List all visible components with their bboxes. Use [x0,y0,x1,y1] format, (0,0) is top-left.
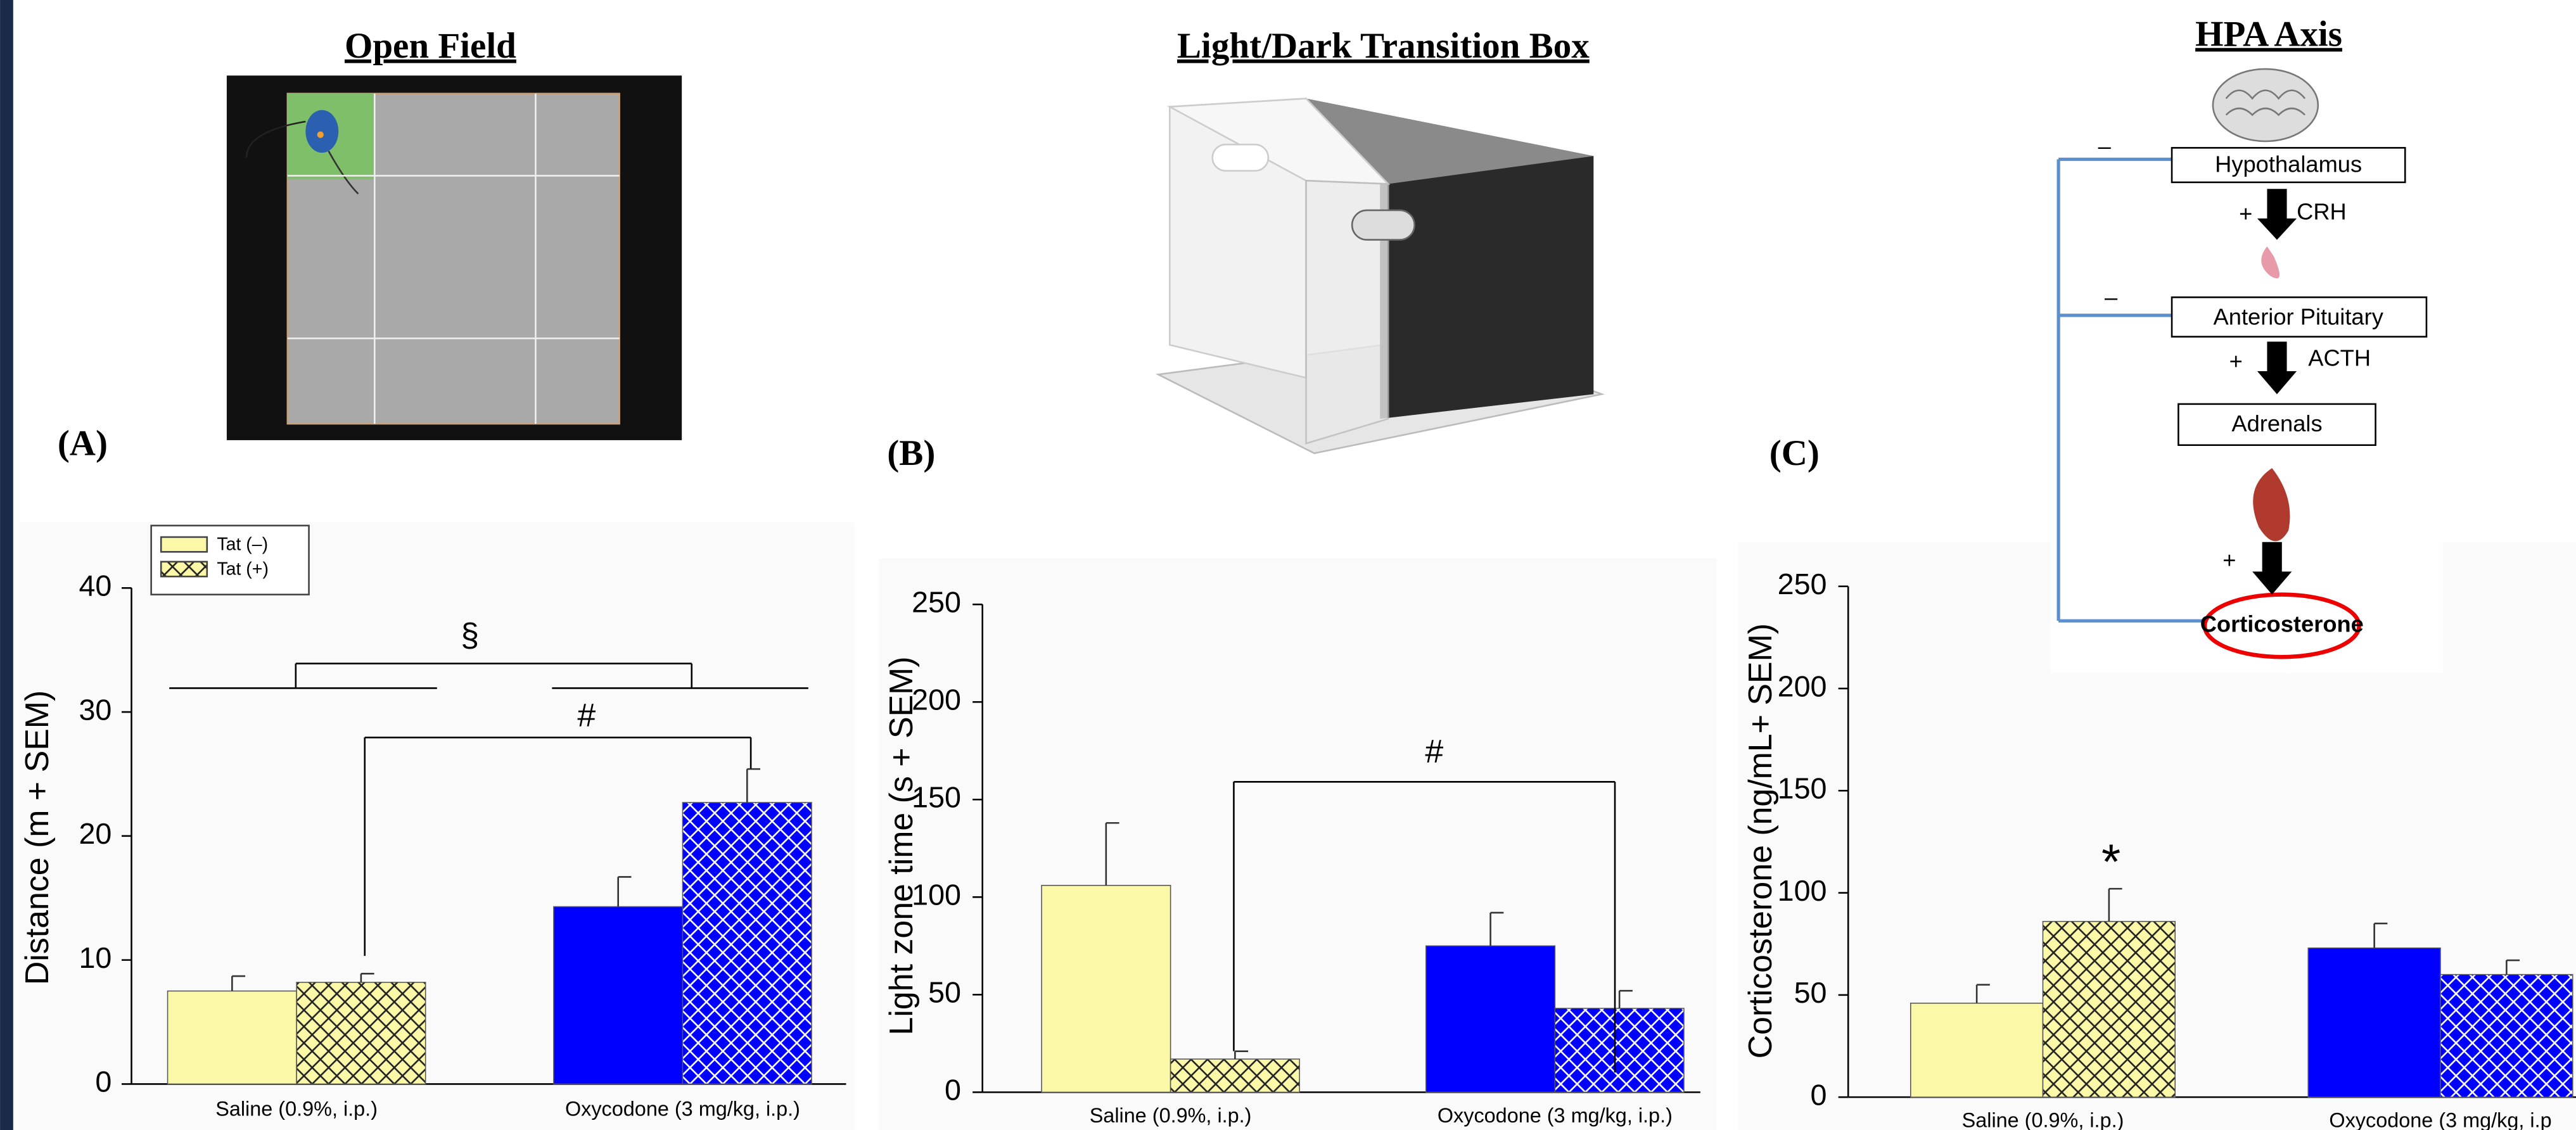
y-tick-label: 250 [912,586,961,619]
bar [2043,922,2175,1097]
panel-label: (B) [887,433,935,473]
bar [2308,948,2440,1097]
panel-title: Light/Dark Transition Box [1177,26,1590,66]
y-tick-label: 10 [79,941,112,974]
x-tick-label: Oxycodone (3 mg/kg, i.p [2329,1109,2551,1130]
bar [2440,975,2573,1098]
x-tick-label: Saline (0.9%, i.p.) [215,1097,378,1120]
annotation: * [2101,835,2120,889]
y-tick-label: 100 [1778,874,1827,907]
annotation: # [577,697,596,733]
bar [168,991,297,1084]
legend-swatch [161,562,207,576]
y-axis-label: Distance (m + SEM) [18,690,55,985]
y-tick-label: 0 [95,1065,112,1098]
y-tick-label: 20 [79,817,112,850]
hormone: ACTH [2308,345,2371,371]
panel-title: Open Field [345,26,516,66]
y-axis-label: Light zone time (s + SEM) [883,656,919,1035]
page: Hypothalamus Anterior Pituitary Adrenals… [0,0,2576,1130]
hpa-diagram: Hypothalamus Anterior Pituitary Adrenals… [2050,66,2443,673]
side-strip [0,0,13,1130]
x-tick-label: Oxycodone (3 mg/kg, i.p.) [565,1097,800,1120]
bar [1171,1059,1300,1092]
y-tick-label: 200 [1778,670,1827,702]
hpa-node: Anterior Pituitary [2214,304,2384,330]
bar [554,906,683,1084]
panel-label: (A) [58,423,108,463]
y-tick-label: 50 [928,976,961,1009]
x-tick-label: Saline (0.9%, i.p.) [1962,1109,2124,1130]
legend-label: Tat (+) [217,559,269,579]
hpa-node: Hypothalamus [2215,151,2362,177]
sign: + [2229,348,2243,374]
x-tick-label: Oxycodone (3 mg/kg, i.p.) [1438,1104,1673,1127]
light-dark-box [1158,99,1602,454]
sign: + [2239,200,2252,226]
legend-label: Tat (–) [217,534,268,554]
x-tick-label: Saline (0.9%, i.p.) [1090,1104,1252,1127]
bar [1426,946,1555,1092]
sign: + [2222,547,2236,573]
bar [296,982,426,1084]
y-tick-label: 0 [945,1074,961,1107]
bar [1555,1008,1684,1092]
open-field-photo [227,75,682,440]
y-tick-label: 250 [1778,568,1827,600]
annotation: # [1425,733,1443,770]
hormone: CRH [2297,199,2347,225]
bar [1911,1003,2043,1097]
panel-label: (C) [1769,433,1820,473]
bar [682,803,812,1084]
figure: Hypothalamus Anterior Pituitary Adrenals… [0,0,2576,1130]
y-tick-label: 40 [79,569,112,602]
y-tick-label: 50 [1794,976,1827,1009]
y-tick-label: 30 [79,693,112,726]
y-tick-label: 0 [1811,1078,1827,1111]
bar [1042,886,1171,1093]
y-tick-label: 150 [1778,772,1827,805]
panel-title: HPA Axis [2195,15,2342,54]
sign: – [2098,133,2112,159]
legend-swatch [161,537,207,552]
annotation: § [461,616,479,653]
y-axis-label: Corticosterone (ng/mL+ SEM) [1742,623,1778,1058]
hpa-node: Corticosterone [2200,611,2364,637]
sign: – [2105,284,2118,310]
hpa-node: Adrenals [2231,410,2322,436]
